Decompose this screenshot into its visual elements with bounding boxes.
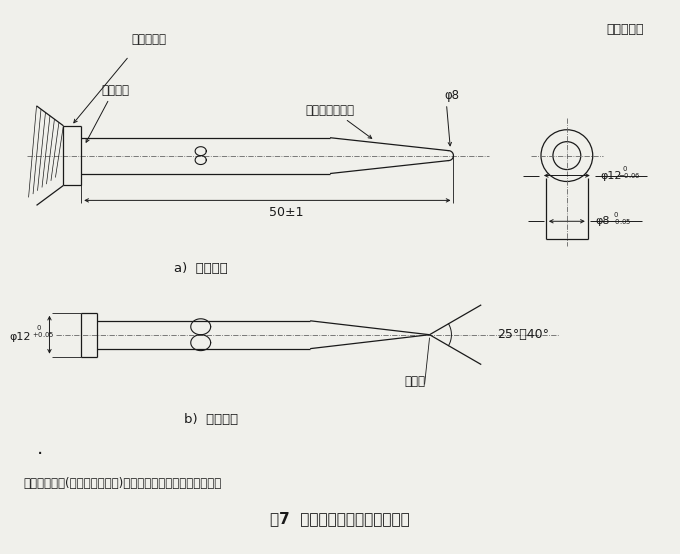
Text: （见注）: （见注） <box>101 84 129 98</box>
Text: φ12: φ12 <box>10 332 31 342</box>
Text: 50±1: 50±1 <box>269 206 303 219</box>
Text: 25°～40°: 25°～40° <box>497 328 549 341</box>
Text: 注：放电开关(例如真空继电器)应尽可能靠近放电电极头安装。: 注：放电开关(例如真空继电器)应尽可能靠近放电电极头安装。 <box>24 478 222 490</box>
Text: φ8: φ8 <box>596 216 610 226</box>
Text: 单位为毫米: 单位为毫米 <box>606 23 643 36</box>
Text: $^{\ \ 0}_{+0.05}$: $^{\ \ 0}_{+0.05}$ <box>31 324 54 340</box>
Text: 尖端点: 尖端点 <box>404 375 425 388</box>
Text: 可更换的电极头: 可更换的电极头 <box>305 104 354 117</box>
Text: φ12: φ12 <box>600 171 622 181</box>
Text: φ8: φ8 <box>445 89 460 102</box>
Text: 发生器本体: 发生器本体 <box>131 33 166 45</box>
Text: a)  空气放电: a) 空气放电 <box>174 261 228 275</box>
Text: 图7  静电放电发生器的放电电极: 图7 静电放电发生器的放电电极 <box>270 511 410 526</box>
Text: ·: · <box>37 445 43 464</box>
Text: $^{\ \ 0}_{-0.05}$: $^{\ \ 0}_{-0.05}$ <box>609 210 631 227</box>
Text: b)  接触放电: b) 接触放电 <box>184 413 238 426</box>
Text: $^{\ \ 0}_{-0.06}$: $^{\ \ 0}_{-0.06}$ <box>617 164 640 181</box>
